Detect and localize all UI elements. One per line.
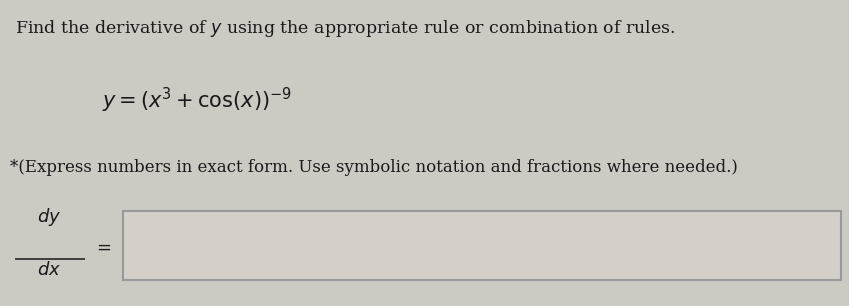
Text: Find the derivative of $y$ using the appropriate rule or combination of rules.: Find the derivative of $y$ using the app…: [15, 18, 676, 39]
FancyBboxPatch shape: [123, 211, 841, 280]
Text: $dx$: $dx$: [37, 261, 61, 279]
Text: $=$: $=$: [93, 237, 111, 255]
Text: *(Express numbers in exact form. Use symbolic notation and fractions where neede: *(Express numbers in exact form. Use sym…: [10, 159, 738, 176]
Text: $dy$: $dy$: [37, 206, 61, 228]
Text: $y = (x^3 + \cos(x))^{-9}$: $y = (x^3 + \cos(x))^{-9}$: [102, 86, 292, 115]
